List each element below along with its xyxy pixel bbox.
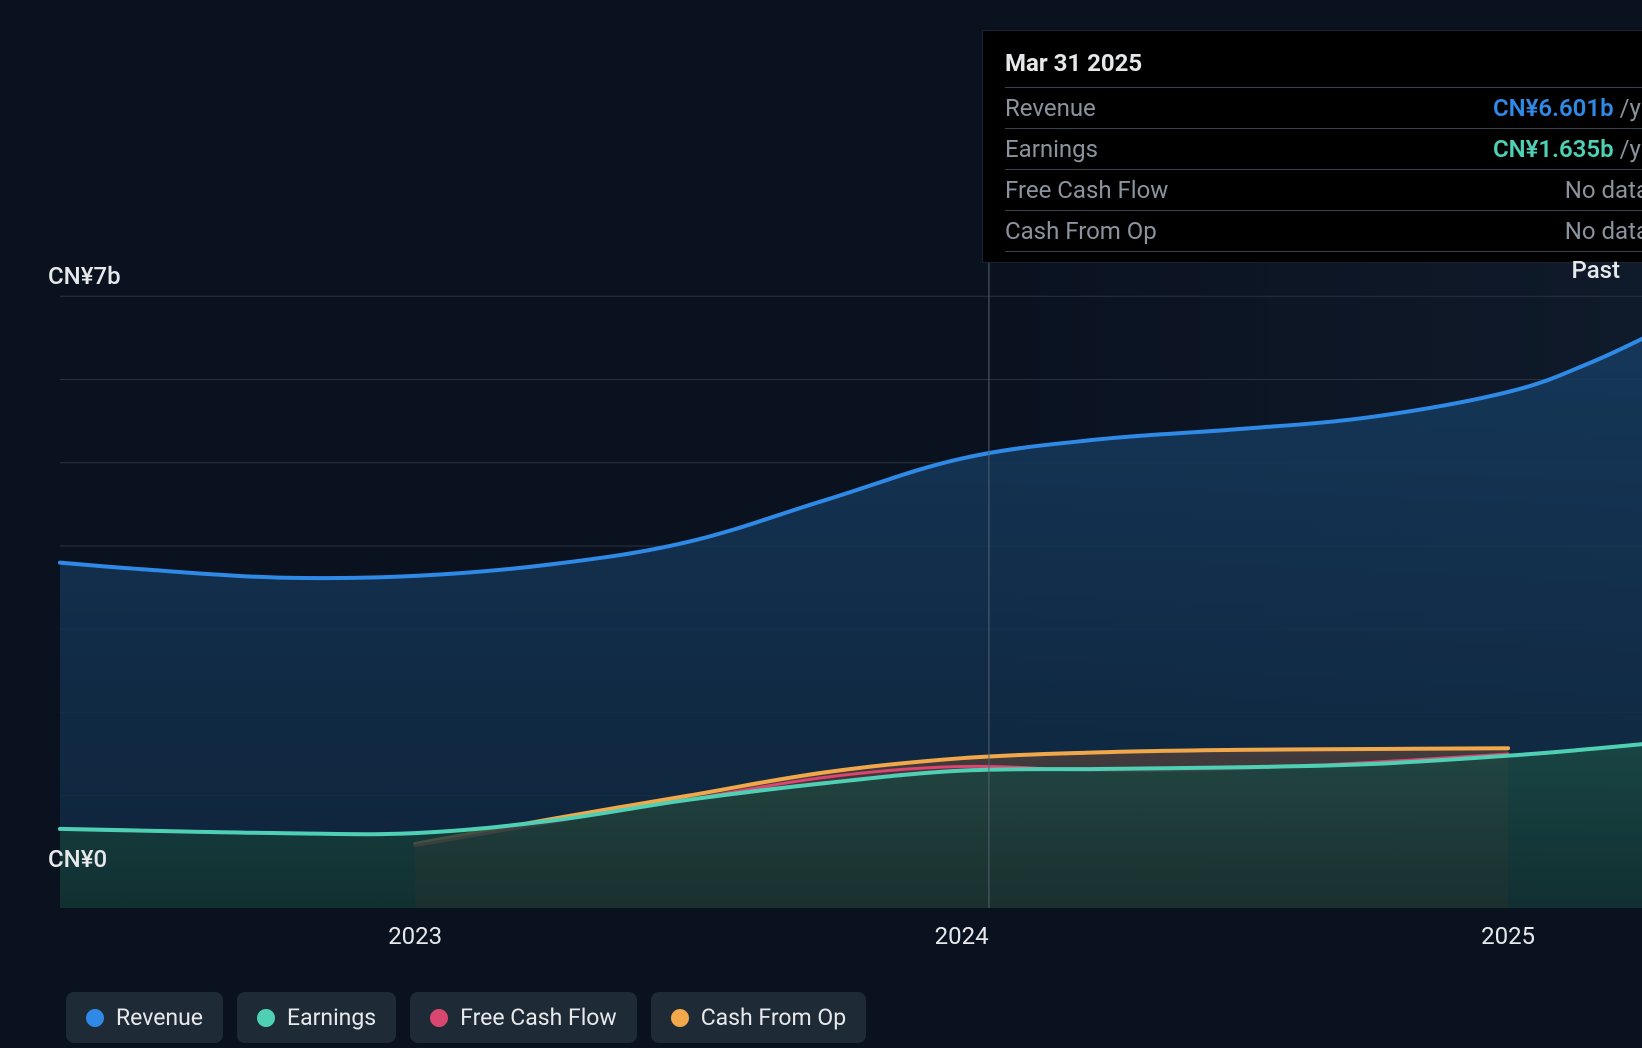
x-axis-label: 2024 [935, 922, 989, 950]
tooltip-row-value: CN¥1.635b [1493, 135, 1614, 163]
tooltip-row: RevenueCN¥6.601b/yr [1005, 88, 1642, 129]
legend-item-cash-from-op[interactable]: Cash From Op [651, 992, 866, 1043]
y-axis-label: CN¥0 [48, 845, 107, 873]
legend-label: Cash From Op [701, 1004, 846, 1031]
legend-item-revenue[interactable]: Revenue [66, 992, 223, 1043]
legend-dot-icon [671, 1009, 689, 1027]
tooltip-row-label: Free Cash Flow [1005, 176, 1565, 204]
financial-area-chart: Mar 31 2025 RevenueCN¥6.601b/yrEarningsC… [30, 0, 1642, 1048]
x-axis-label: 2023 [388, 922, 442, 950]
tooltip-row-label: Earnings [1005, 135, 1493, 163]
tooltip-row-unit: /yr [1620, 94, 1642, 122]
legend-dot-icon [430, 1009, 448, 1027]
legend-label: Earnings [287, 1004, 376, 1031]
tooltip-row-unit: /yr [1620, 135, 1642, 163]
legend-label: Free Cash Flow [460, 1004, 617, 1031]
past-label: Past [1572, 256, 1620, 284]
x-axis-label: 2025 [1481, 922, 1535, 950]
y-axis-label: CN¥7b [48, 262, 121, 290]
tooltip-row-nodata: No data [1565, 217, 1642, 245]
legend-dot-icon [86, 1009, 104, 1027]
legend-dot-icon [257, 1009, 275, 1027]
tooltip-row-label: Cash From Op [1005, 217, 1565, 245]
legend-item-free-cash-flow[interactable]: Free Cash Flow [410, 992, 637, 1043]
chart-plot-area[interactable] [60, 238, 1642, 908]
tooltip-row: EarningsCN¥1.635b/yr [1005, 129, 1642, 170]
tooltip-rows: RevenueCN¥6.601b/yrEarningsCN¥1.635b/yrF… [1005, 88, 1642, 252]
tooltip-row: Free Cash FlowNo data [1005, 170, 1642, 211]
tooltip-row-label: Revenue [1005, 94, 1493, 122]
chart-legend: Revenue Earnings Free Cash Flow Cash From O… [66, 992, 866, 1043]
tooltip-row: Cash From OpNo data [1005, 211, 1642, 252]
tooltip-date: Mar 31 2025 [1005, 49, 1642, 88]
tooltip-row-nodata: No data [1565, 176, 1642, 204]
tooltip-row-value: CN¥6.601b [1493, 94, 1614, 122]
legend-label: Revenue [116, 1004, 203, 1031]
legend-item-earnings[interactable]: Earnings [237, 992, 396, 1043]
chart-tooltip: Mar 31 2025 RevenueCN¥6.601b/yrEarningsC… [982, 30, 1642, 263]
